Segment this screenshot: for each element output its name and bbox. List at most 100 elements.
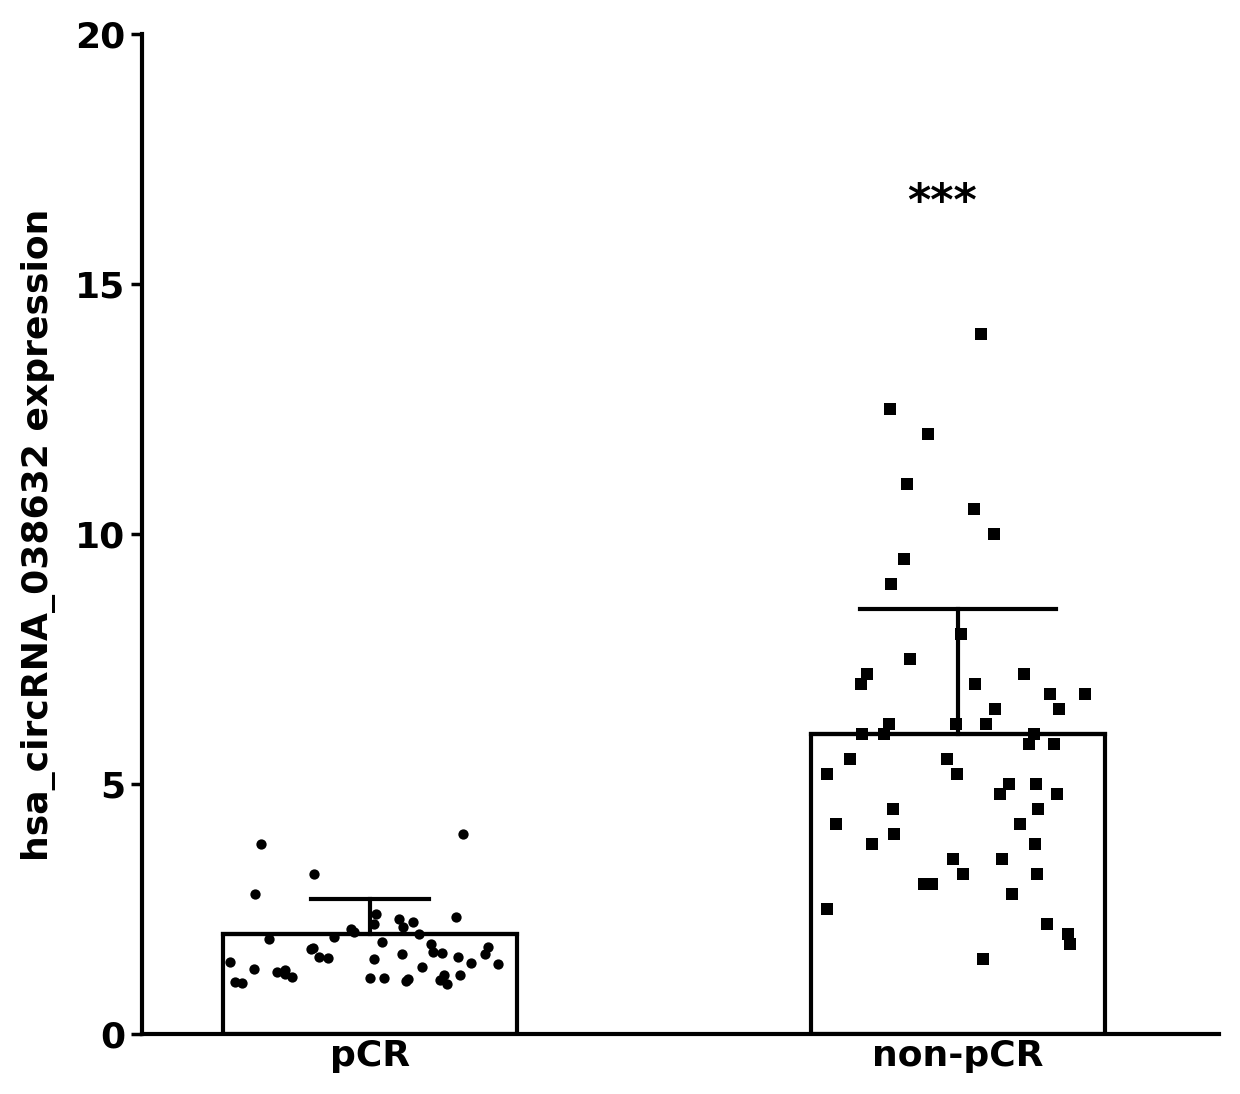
Point (946, 715, 966, 733)
Point (393, 918, 413, 935)
Point (826, 815, 846, 833)
Point (341, 920, 361, 938)
Point (479, 938, 498, 955)
Point (1009, 815, 1029, 833)
Point (966, 676, 986, 694)
Point (1047, 785, 1066, 803)
Point (879, 400, 899, 418)
Point (862, 836, 882, 853)
Point (976, 715, 996, 733)
Point (1044, 735, 1064, 753)
Text: ***: *** (906, 182, 976, 224)
Point (897, 476, 916, 493)
Point (363, 916, 383, 933)
Point (1059, 926, 1079, 943)
Point (857, 665, 877, 683)
Point (325, 928, 345, 945)
Point (232, 975, 252, 992)
Point (853, 725, 873, 743)
Point (403, 913, 423, 931)
Point (366, 906, 386, 923)
Point (1027, 865, 1047, 883)
Point (259, 931, 279, 948)
Point (983, 525, 1003, 543)
Point (275, 962, 295, 979)
Point (301, 941, 321, 958)
Point (817, 766, 837, 783)
Point (894, 550, 914, 568)
Point (319, 950, 339, 967)
Point (919, 426, 939, 443)
Point (388, 910, 408, 928)
Point (1040, 686, 1060, 703)
Point (882, 575, 901, 593)
Point (971, 326, 991, 344)
Point (923, 875, 942, 893)
Point (343, 923, 363, 941)
Point (900, 651, 920, 668)
Point (304, 865, 324, 883)
Point (992, 850, 1012, 868)
Point (991, 785, 1011, 803)
Point (373, 969, 393, 987)
Point (309, 948, 329, 966)
Point (392, 945, 412, 963)
Point (1014, 665, 1034, 683)
Point (396, 973, 415, 990)
Point (436, 976, 456, 993)
Point (985, 700, 1004, 718)
Point (275, 966, 295, 984)
Point (252, 836, 272, 853)
Point (1075, 686, 1095, 703)
Y-axis label: hsa_circRNA_038632 expression: hsa_circRNA_038632 expression (21, 208, 56, 861)
Point (998, 776, 1018, 793)
Point (937, 750, 957, 768)
Point (1049, 700, 1069, 718)
Point (817, 900, 837, 918)
Point (1024, 725, 1044, 743)
Point (446, 908, 466, 926)
Point (283, 968, 303, 986)
Bar (223, 934, 517, 1034)
Point (883, 801, 903, 818)
Point (965, 501, 985, 519)
Point (221, 953, 241, 970)
Point (1025, 776, 1045, 793)
Point (879, 715, 899, 733)
Point (973, 951, 993, 968)
Point (453, 826, 472, 843)
Point (1002, 885, 1022, 903)
Point (1037, 916, 1056, 933)
Point (1060, 935, 1080, 953)
Point (449, 948, 469, 966)
Point (954, 865, 973, 883)
Point (914, 875, 934, 893)
Point (1024, 836, 1044, 853)
Point (420, 935, 440, 953)
Point (363, 951, 383, 968)
Point (1019, 735, 1039, 753)
Point (398, 970, 418, 988)
Point (475, 945, 495, 963)
Point (360, 969, 379, 987)
Point (851, 676, 870, 694)
Bar (811, 734, 1105, 1034)
Point (489, 955, 508, 973)
Point (244, 885, 264, 903)
Point (874, 725, 894, 743)
Point (303, 940, 322, 957)
Point (224, 973, 244, 990)
Point (1028, 801, 1048, 818)
Point (423, 943, 443, 961)
Point (434, 967, 454, 985)
Point (409, 926, 429, 943)
Point (267, 963, 286, 980)
Point (244, 961, 264, 978)
Point (839, 750, 859, 768)
Point (951, 626, 971, 643)
Point (450, 967, 470, 985)
Point (461, 955, 481, 973)
Point (413, 958, 433, 976)
Point (372, 933, 392, 951)
Point (884, 826, 904, 843)
